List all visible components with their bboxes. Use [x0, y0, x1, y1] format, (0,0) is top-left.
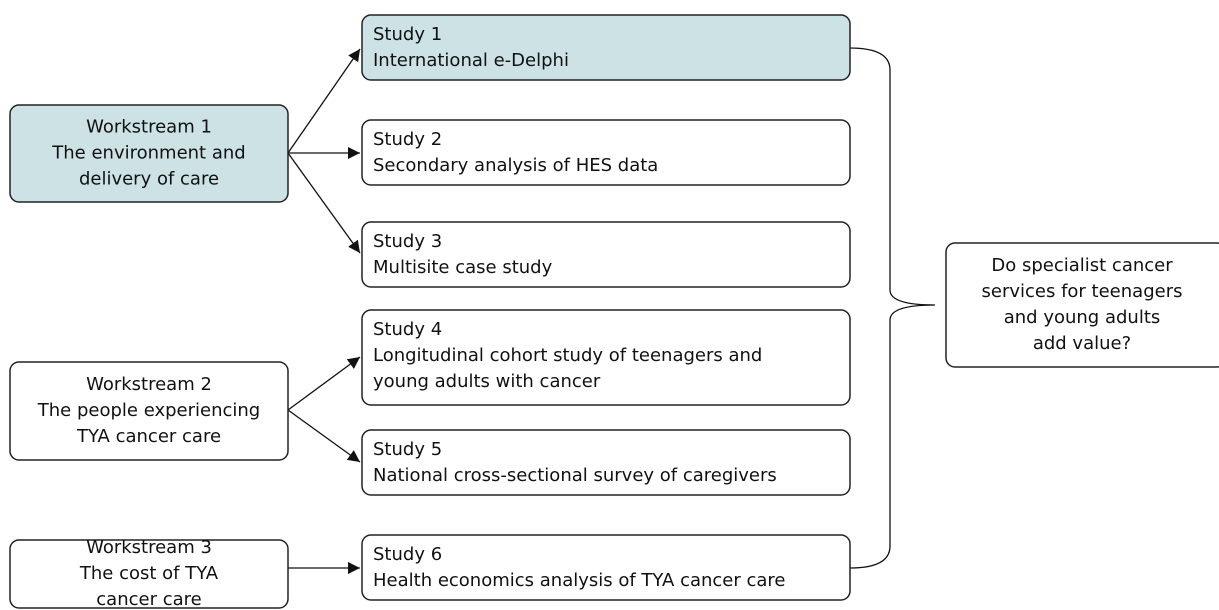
brace	[849, 47, 936, 569]
connectors	[287, 47, 936, 574]
study-box-text: National cross-sectional survey of careg…	[373, 465, 777, 486]
arrow	[287, 48, 361, 154]
workstream-box-text: Workstream 3	[86, 537, 212, 558]
study-box-text: Study 6	[373, 544, 442, 565]
study-box	[361, 119, 851, 186]
study-box	[361, 309, 851, 406]
workstream-box	[9, 539, 289, 609]
study-box-text: Health economics analysis of TYA cancer …	[373, 570, 786, 591]
study-box-text: Study 2	[373, 129, 442, 150]
arrow	[287, 409, 361, 463]
study-box-text: Secondary analysis of HES data	[373, 155, 658, 176]
study-box-text: Longitudinal cohort study of teenagers a…	[373, 345, 762, 366]
study-box-text: Multisite case study	[373, 257, 553, 278]
study-box	[361, 534, 851, 601]
workstream-box-text: delivery of care	[79, 169, 219, 190]
workstream-box-text: The environment and	[51, 143, 245, 164]
workstream-box-text: Workstream 2	[86, 374, 212, 395]
arrow	[287, 356, 361, 411]
study-box	[361, 14, 851, 81]
outcome-box-text: and young adults	[1004, 307, 1161, 328]
workstream-box	[9, 361, 289, 461]
study-box-text: Study 5	[373, 439, 442, 460]
study-box	[361, 429, 851, 496]
arrow	[287, 152, 361, 254]
study-box-text: Study 1	[373, 24, 442, 45]
outcome-box	[945, 242, 1219, 368]
study-box	[361, 221, 851, 288]
workstream-box-text: The people experiencing	[37, 400, 260, 421]
outcome-box-text: services for teenagers	[982, 281, 1183, 302]
study-box-text: International e-Delphi	[373, 50, 569, 71]
workstream-box-text: Workstream 1	[86, 117, 212, 138]
outcome-box-text: add value?	[1033, 333, 1131, 354]
workstream-box-text: TYA cancer care	[76, 426, 221, 447]
study-box-text: young adults with cancer	[373, 371, 601, 392]
study-box-text: Study 4	[373, 319, 442, 340]
study-box-text: Study 3	[373, 231, 442, 252]
workstream-box-text: cancer care	[96, 589, 201, 610]
workstream-box-text: The cost of TYA	[79, 563, 219, 584]
outcome-box-text: Do specialist cancer	[991, 255, 1173, 276]
workstream-box	[9, 104, 289, 203]
